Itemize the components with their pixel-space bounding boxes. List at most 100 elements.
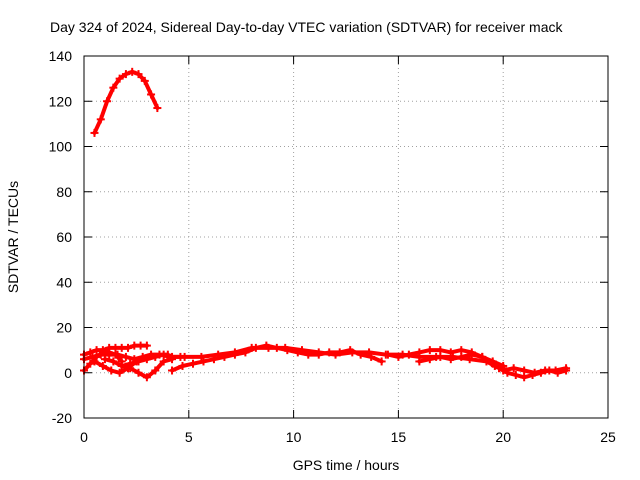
y-tick-label: -20 <box>52 410 72 426</box>
data-point <box>562 364 571 373</box>
data-point <box>188 359 197 368</box>
data-point <box>509 364 518 373</box>
series-arc-h <box>168 341 386 375</box>
data-point <box>163 352 172 361</box>
data-point <box>180 352 189 361</box>
data-point <box>88 352 97 361</box>
data-point <box>377 357 386 366</box>
data-point <box>446 348 455 357</box>
data-point <box>178 361 187 370</box>
y-tick-label: 40 <box>56 274 72 290</box>
y-tick-label: 120 <box>49 93 73 109</box>
x-tick-label: 15 <box>391 429 407 445</box>
data-point <box>98 361 107 370</box>
data-point <box>511 371 520 380</box>
data-point <box>115 74 124 83</box>
data-point <box>325 348 334 357</box>
x-tick-label: 5 <box>185 429 193 445</box>
data-point <box>168 366 177 375</box>
data-point <box>530 368 539 377</box>
data-point <box>109 83 118 92</box>
y-tick-label: 100 <box>49 139 73 155</box>
x-tick-label: 25 <box>600 429 616 445</box>
data-point <box>109 357 118 366</box>
data-point <box>124 343 133 352</box>
data-point <box>151 366 160 375</box>
data-point <box>153 104 162 113</box>
data-point <box>446 355 455 364</box>
y-tick-label: 140 <box>49 48 73 64</box>
data-point <box>272 343 281 352</box>
data-point <box>107 366 116 375</box>
data-points <box>80 67 571 382</box>
data-point <box>551 366 560 375</box>
data-point <box>103 97 112 106</box>
data-point <box>100 355 109 364</box>
data-point <box>230 350 239 359</box>
data-point <box>394 352 403 361</box>
data-point <box>147 90 156 99</box>
data-point <box>151 352 160 361</box>
data-point <box>478 352 487 361</box>
x-axis-label: GPS time / hours <box>293 457 400 473</box>
series-high-arc <box>90 67 162 137</box>
series-arc-j <box>415 350 497 368</box>
grid-lines <box>84 56 608 418</box>
data-point <box>140 76 149 85</box>
data-point <box>436 352 445 361</box>
data-point <box>197 352 206 361</box>
data-point <box>293 348 302 357</box>
data-point <box>314 350 323 359</box>
y-tick-label: 20 <box>56 320 72 336</box>
y-tick-label: 80 <box>56 184 72 200</box>
data-point <box>346 346 355 355</box>
data-point <box>383 350 392 359</box>
data-point <box>159 350 168 359</box>
data-point <box>425 355 434 364</box>
data-point <box>241 348 250 357</box>
data-point <box>105 350 114 359</box>
data-point <box>128 67 137 76</box>
data-point <box>499 366 508 375</box>
data-point <box>404 350 413 359</box>
data-point <box>199 357 208 366</box>
data-point <box>335 348 344 357</box>
data-point <box>356 350 365 359</box>
data-point <box>115 368 124 377</box>
data-point <box>415 348 424 357</box>
data-point <box>541 366 550 375</box>
data-point <box>142 341 151 350</box>
data-point <box>90 357 99 366</box>
data-point <box>159 357 168 366</box>
series-arc-l <box>499 364 571 377</box>
data-point <box>96 115 105 124</box>
y-tick-label: 60 <box>56 229 72 245</box>
axis-ticks: 0 5 10 15 20 25 -20 0 20 40 60 80 100 120 140 <box>49 48 616 445</box>
x-tick-label: 20 <box>495 429 511 445</box>
data-point <box>209 355 218 364</box>
data-point <box>134 70 143 79</box>
data-point <box>415 357 424 366</box>
y-axis-label: SDTVAR / TECUs <box>5 181 21 293</box>
data-point <box>142 373 151 382</box>
data-point <box>86 348 95 357</box>
data-point <box>86 359 95 368</box>
data-point <box>457 346 466 355</box>
chart-title: Day 324 of 2024, Sidereal Day-to-day VTE… <box>50 19 563 35</box>
data-point <box>90 128 99 137</box>
data-point <box>367 352 376 361</box>
data-point <box>488 359 497 368</box>
data-point <box>220 352 229 361</box>
data-point <box>495 364 504 373</box>
data-point <box>520 366 529 375</box>
data-point <box>121 352 130 361</box>
data-point <box>520 373 529 382</box>
data-point <box>117 361 126 370</box>
data-point <box>304 350 313 359</box>
x-tick-label: 0 <box>80 429 88 445</box>
data-point <box>251 343 260 352</box>
data-point <box>457 352 466 361</box>
y-tick-label: 0 <box>64 365 72 381</box>
